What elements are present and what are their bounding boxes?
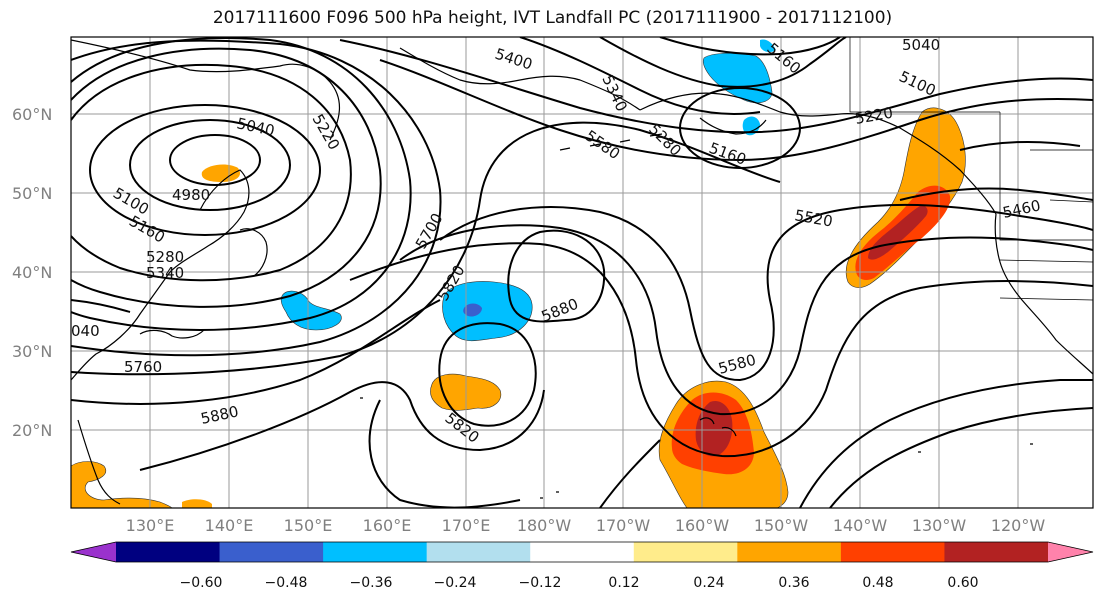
lon-label: 120°W bbox=[991, 516, 1046, 535]
colorbar-tick-label: −0.36 bbox=[350, 575, 393, 591]
colorbar-segment bbox=[633, 542, 738, 562]
lon-label: 170°W bbox=[596, 516, 651, 535]
colorbar-segment bbox=[530, 542, 635, 562]
contour-label: 5760 bbox=[124, 358, 162, 376]
colorbar-segment bbox=[840, 542, 945, 562]
colorbar-tick-label: −0.60 bbox=[180, 575, 223, 591]
lon-label: 130°E bbox=[126, 516, 175, 535]
colorbar-tick-label: 0.48 bbox=[862, 575, 893, 591]
graticule bbox=[71, 37, 1093, 508]
colorbar-tick-label: −0.48 bbox=[265, 575, 308, 591]
coastlines bbox=[71, 39, 1093, 505]
lat-label: 40°N bbox=[12, 263, 52, 282]
lon-label: 130°W bbox=[912, 516, 967, 535]
contour-label: 5280 bbox=[146, 248, 184, 266]
lon-label: 150°W bbox=[754, 516, 809, 535]
colorbar-segment bbox=[219, 542, 324, 562]
map-frame bbox=[70, 36, 1094, 509]
lon-label: 140°W bbox=[833, 516, 888, 535]
colorbar-ticks: −0.60 −0.48 −0.36 −0.24 −0.12 0.12 0.24 … bbox=[180, 575, 979, 591]
colorbar-segment bbox=[426, 542, 531, 562]
lat-label: 30°N bbox=[12, 342, 52, 361]
colorbar-tick-label: −0.24 bbox=[434, 575, 477, 591]
ivt-shading bbox=[71, 39, 966, 508]
lon-label: 170°E bbox=[442, 516, 491, 535]
colorbar-segment bbox=[737, 542, 842, 562]
height-contours bbox=[71, 37, 1093, 508]
lat-label: 50°N bbox=[12, 184, 52, 203]
colorbar-outline bbox=[70, 541, 1094, 563]
colorbar-tick-label: 0.36 bbox=[778, 575, 809, 591]
contour-label: 5040 bbox=[902, 36, 940, 54]
colorbar bbox=[70, 541, 1094, 563]
lon-label: 140°E bbox=[205, 516, 254, 535]
contour-label: 040 bbox=[71, 322, 100, 340]
lon-label: 160°E bbox=[363, 516, 412, 535]
lon-label: 180°W bbox=[517, 516, 572, 535]
contour-label: 4980 bbox=[172, 186, 210, 204]
contour-label: 5340 bbox=[146, 264, 184, 282]
colorbar-tick-label: 0.12 bbox=[608, 575, 639, 591]
latitude-labels: 60°N 50°N 40°N 30°N 20°N bbox=[12, 105, 52, 440]
longitude-labels: 130°E 140°E 150°E 160°E 170°E 180°W 170°… bbox=[126, 516, 1046, 535]
colorbar-tick-label: −0.12 bbox=[519, 575, 562, 591]
colorbar-extend-low bbox=[71, 542, 116, 562]
colorbar-tick-label: 0.24 bbox=[693, 575, 724, 591]
map-title: 2017111600 F096 500 hPa height, IVT Land… bbox=[212, 8, 893, 28]
colorbar-segment bbox=[944, 542, 1049, 562]
lon-label: 150°E bbox=[284, 516, 333, 535]
lat-label: 20°N bbox=[12, 421, 52, 440]
colorbar-segment bbox=[116, 542, 221, 562]
colorbar-tick-label: 0.60 bbox=[947, 575, 978, 591]
lon-label: 160°W bbox=[675, 516, 730, 535]
lat-label: 60°N bbox=[12, 105, 52, 124]
colorbar-extend-high bbox=[1048, 542, 1093, 562]
colorbar-segment bbox=[323, 542, 428, 562]
